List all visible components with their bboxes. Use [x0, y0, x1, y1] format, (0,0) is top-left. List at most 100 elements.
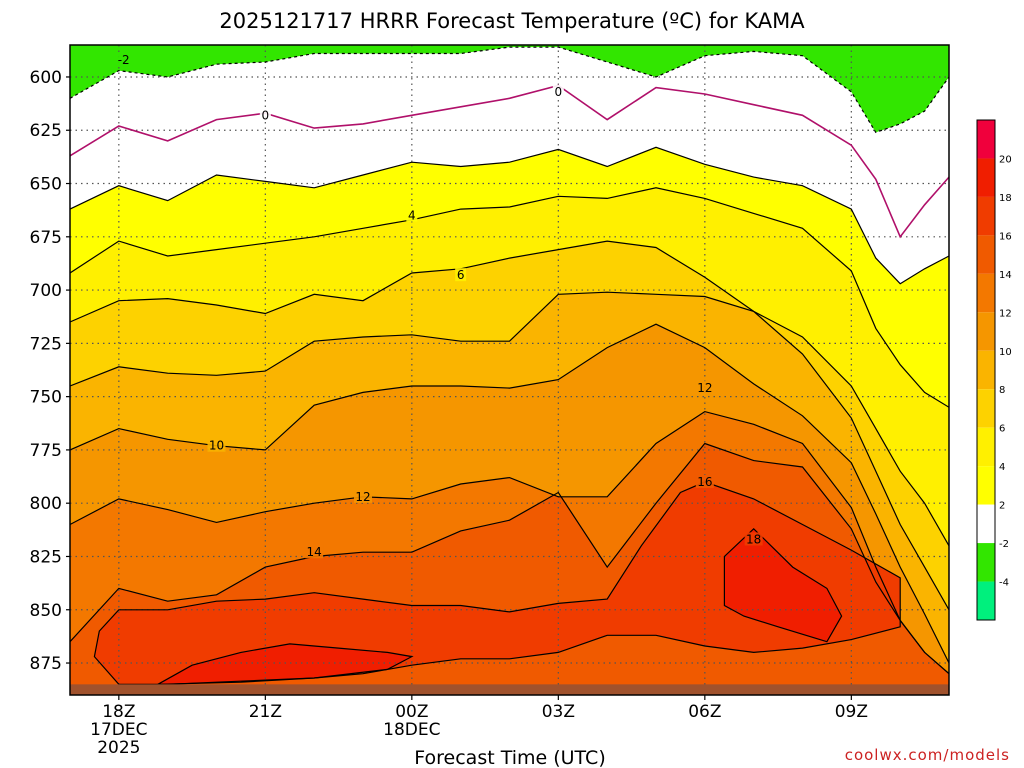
- colorbar-swatch-12: [977, 581, 995, 620]
- contour-label-10: 18: [746, 532, 761, 546]
- ground-rect: [70, 684, 949, 695]
- band-above-18: [157, 643, 412, 685]
- isotherm-14: [70, 442, 949, 675]
- colorbar-label-2: 16: [999, 231, 1012, 242]
- y-tick-label-775: 775: [30, 441, 62, 461]
- y-tick-label-650: 650: [30, 175, 62, 195]
- temperature-fill-bands: [70, 45, 949, 695]
- contour-label-0: -2: [118, 53, 130, 67]
- isotherm-closed-18: [723, 527, 843, 643]
- isotherm-10: [70, 323, 949, 664]
- x-tick-label-0-1: 17DEC: [90, 720, 147, 740]
- contour-label-bg-0: [114, 52, 133, 66]
- colorbar-label-11: -4: [999, 578, 1009, 589]
- contour-label-bg-1: [259, 108, 271, 122]
- band-above-18: [724, 528, 842, 642]
- colorbar-swatch-2: [977, 196, 995, 236]
- y-tick-label-875: 875: [30, 654, 62, 674]
- x-tick-label-15-0: 09Z: [835, 702, 868, 722]
- contour-label-9: 16: [697, 475, 712, 489]
- colorbar-swatch-9: [977, 466, 995, 505]
- contour-label-7: 12: [697, 381, 712, 395]
- colorbar-label-10: -2: [999, 539, 1009, 550]
- credit-text: coolwx.com/models: [845, 746, 1010, 764]
- colorbar-swatch-6: [977, 350, 995, 390]
- contour-labels: -2 0 0 4 6 10 12 12 14 16 18: [114, 52, 763, 559]
- y-tick-label-750: 750: [30, 388, 62, 408]
- contour-label-1: 0: [262, 108, 270, 122]
- colorbar-swatch-8: [977, 427, 995, 467]
- isotherm-lines: [70, 46, 949, 685]
- colorbar-label-0: 20: [999, 154, 1012, 165]
- band-below--2: [70, 45, 949, 133]
- x-tick-label-0-2: 2025: [97, 738, 140, 758]
- band-above-16: [94, 481, 901, 685]
- plot-frame: [69, 44, 950, 696]
- colorbar-label-6: 8: [999, 385, 1005, 396]
- colorbar-swatch-5: [977, 312, 995, 351]
- chart-title: 2025121717 HRRR Forecast Temperature (ºC…: [219, 9, 805, 33]
- colorbar-label-1: 18: [999, 193, 1012, 204]
- colorbar-swatch-1: [977, 158, 995, 197]
- contour-label-5: 10: [209, 439, 224, 453]
- y-tick-label-625: 625: [30, 121, 62, 141]
- colorbar-swatch-10: [977, 504, 995, 544]
- y-tick-label-825: 825: [30, 547, 62, 567]
- y-tick-label-700: 700: [30, 281, 62, 301]
- colorbar-swatch-4: [977, 273, 995, 313]
- colorbar: 20 18 16 14 12 10 8 6 4 2 -2 -4: [976, 119, 1012, 621]
- colorbar-label-3: 14: [999, 270, 1012, 281]
- contour-label-bg-2: [552, 84, 564, 98]
- contour-label-bg-7: [695, 381, 714, 395]
- contour-label-6: 12: [355, 490, 370, 504]
- isotherm-4: [70, 187, 949, 408]
- y-tick-label-800: 800: [30, 494, 62, 514]
- colorbar-swatch-3: [977, 235, 995, 274]
- isotherm-6: [70, 240, 949, 547]
- ground-surface: [70, 684, 949, 695]
- contour-label-bg-10: [744, 532, 763, 546]
- isotherm-closed-16: [93, 481, 901, 685]
- contour-label-4: 6: [457, 268, 465, 282]
- x-tick-label-6-1: 18DEC: [383, 720, 440, 740]
- isotherm-2: [70, 146, 949, 285]
- colorbar-swatch-7: [977, 389, 995, 428]
- x-tick-label-12-0: 06Z: [688, 702, 721, 722]
- x-tick-label-0-0: 18Z: [102, 702, 135, 722]
- contour-label-2: 0: [555, 85, 563, 99]
- y-tick-label-600: 600: [30, 68, 62, 88]
- colorbar-label-5: 10: [999, 347, 1012, 358]
- x-tick-label-9-0: 03Z: [542, 702, 575, 722]
- x-axis-label: Forecast Time (UTC): [414, 747, 605, 768]
- colorbar-frame: [976, 119, 996, 621]
- colorbar-swatch-11: [977, 543, 995, 582]
- colorbar-label-4: 12: [999, 308, 1012, 319]
- contour-label-bg-4: [455, 268, 467, 282]
- colorbar-label-7: 6: [999, 424, 1005, 435]
- gridlines: [70, 45, 949, 695]
- plot-area: -2 0 0 4 6 10 12 12 14 16 18: [70, 45, 949, 695]
- contour-label-bg-5: [207, 438, 226, 452]
- y-tick-label-850: 850: [30, 601, 62, 621]
- colorbar-swatch-0: [977, 120, 995, 159]
- isotherm-8: [70, 291, 949, 611]
- x-tick-label-3-0: 21Z: [249, 702, 282, 722]
- contour-label-bg-3: [406, 208, 418, 222]
- y-tick-label-675: 675: [30, 228, 62, 248]
- colorbar-label-9: 2: [999, 501, 1005, 512]
- isotherm--2: [70, 46, 949, 134]
- contour-label-bg-6: [354, 489, 372, 503]
- contour-label-bg-9: [695, 474, 714, 488]
- isotherm-12: [70, 410, 949, 675]
- contour-label-8: 14: [307, 545, 322, 559]
- y-axis: 600 625 650 675 700 725 750 775 800 825 850 875: [30, 68, 70, 674]
- colorbar-label-8: 4: [999, 462, 1005, 473]
- y-tick-label-725: 725: [30, 334, 62, 354]
- band-below-0: [70, 45, 949, 237]
- contour-label-bg-8: [305, 545, 324, 559]
- isotherm-closed-18: [157, 643, 414, 685]
- x-tick-label-6-0: 00Z: [395, 702, 428, 722]
- contour-label-3: 4: [408, 208, 416, 222]
